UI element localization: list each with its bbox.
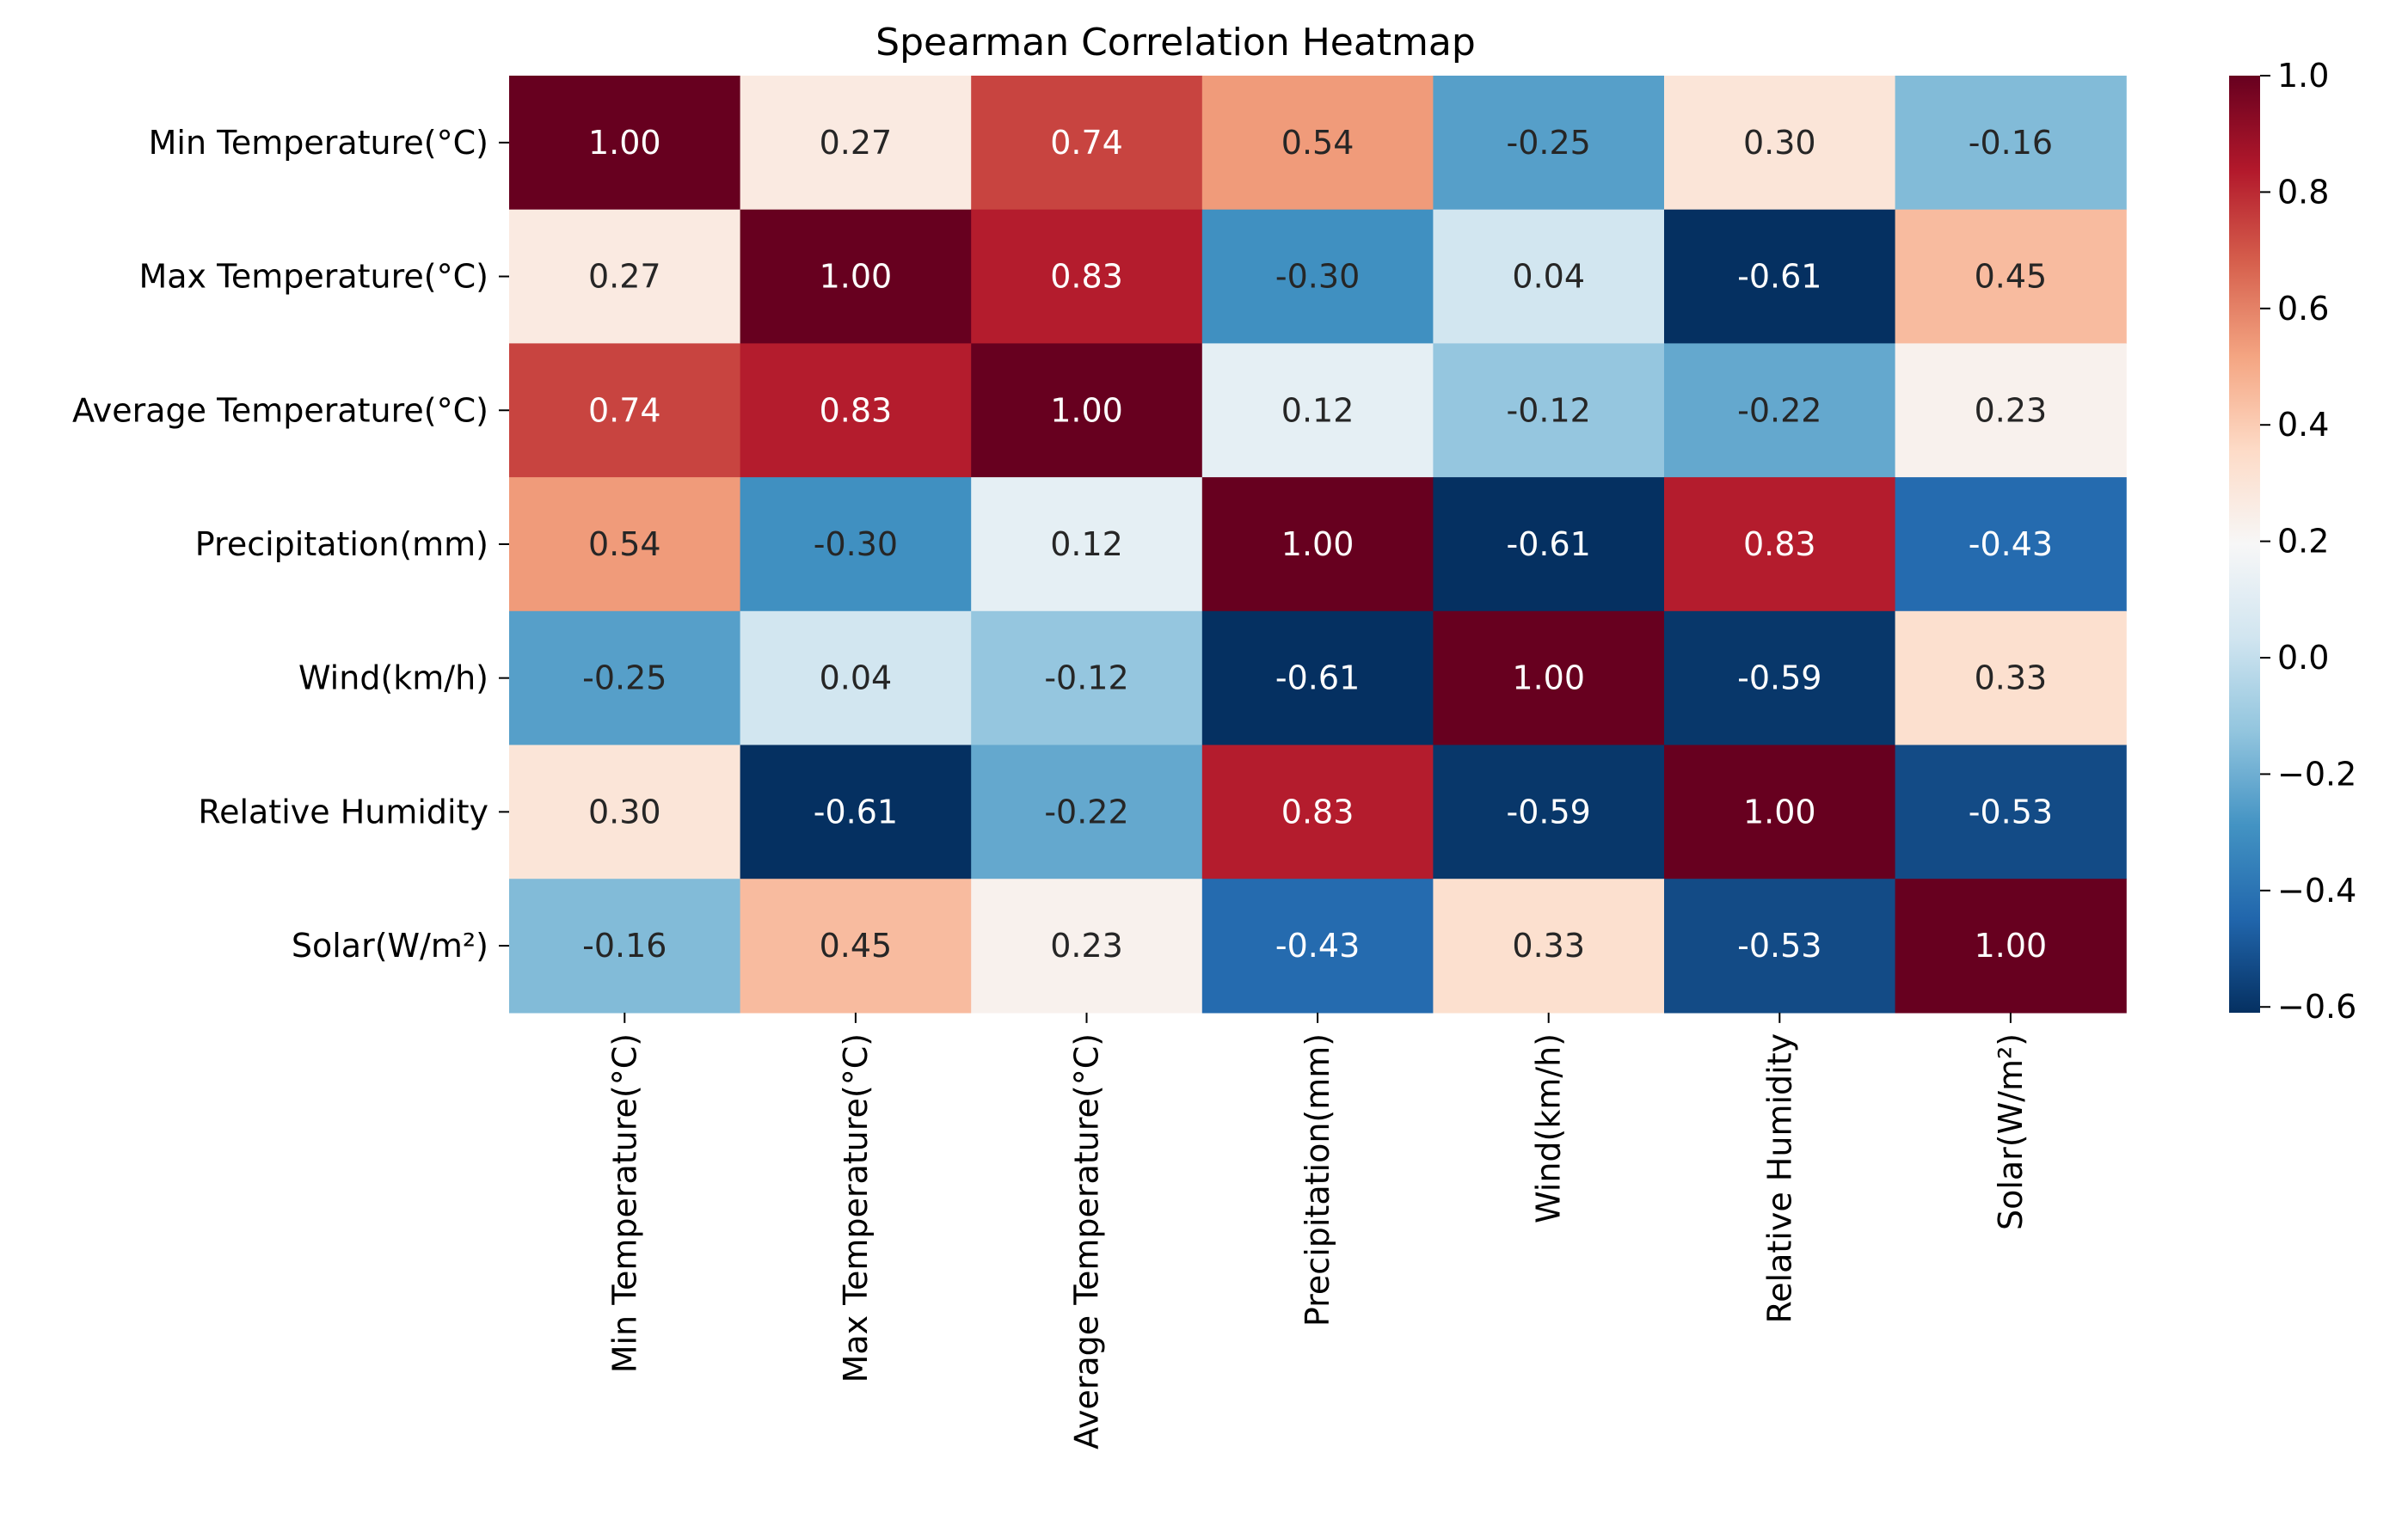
cell-value-label-r1-c2: 0.83 <box>1050 258 1123 296</box>
cell-value-label-r1-c5: -0.61 <box>1737 258 1821 296</box>
cell-value-label-r1-c1: 1.00 <box>820 258 893 296</box>
cell-value-label-r2-c3: 0.12 <box>1281 391 1354 429</box>
cell-value-label-r2-c6: 0.23 <box>1975 391 2048 429</box>
cell-value-label-r3-c3: 1.00 <box>1281 525 1354 563</box>
cell-value-label-r1-c3: -0.30 <box>1275 258 1360 296</box>
x-axis: Min Temperature(°C) Max Temperature(°C) Av… <box>605 1013 2030 1449</box>
cell-value-label-r6-c2: 0.23 <box>1050 927 1123 965</box>
cell-value-label-r0-c6: -0.16 <box>1969 124 2053 162</box>
cell-value-label-r4-c2: -0.12 <box>1044 659 1128 697</box>
cell-value-label-r5-c0: 0.30 <box>588 793 661 830</box>
cell-value-label-r5-c2: -0.22 <box>1044 793 1128 830</box>
cell-value-label-r4-c3: -0.61 <box>1275 659 1360 697</box>
cell-value-label-r0-c2: 0.74 <box>1050 124 1123 162</box>
y-tick-label-5: Relative Humidity <box>198 793 488 830</box>
cell-value-label-r0-c0: 1.00 <box>588 124 661 162</box>
cell-value-label-r3-c4: -0.61 <box>1507 525 1591 563</box>
cell-value-label-r2-c1: 0.83 <box>820 391 893 429</box>
cell-value-label-r0-c5: 0.30 <box>1743 124 1816 162</box>
colorbar-tick-label-4: 0.2 <box>2277 523 2329 561</box>
cell-value-label-r0-c3: 0.54 <box>1281 124 1354 162</box>
colorbar-gradient <box>2229 76 2260 1013</box>
cell-value-label-r5-c1: -0.61 <box>814 793 898 830</box>
cell-value-label-r0-c4: -0.25 <box>1507 124 1591 162</box>
colorbar-tick-label-1: 0.8 <box>2277 173 2329 211</box>
cell-value-label-r3-c1: -0.30 <box>814 525 898 563</box>
cell-value-label-r5-c4: -0.59 <box>1507 793 1591 830</box>
cell-value-label-r3-c0: 0.54 <box>588 525 661 563</box>
cell-value-label-r5-c3: 0.83 <box>1281 793 1354 830</box>
cell-value-label-r3-c6: -0.43 <box>1969 525 2053 563</box>
cell-value-label-r1-c4: 0.04 <box>1512 258 1585 296</box>
cell-value-label-r3-c2: 0.12 <box>1050 525 1123 563</box>
colorbar-tick-label-0: 1.0 <box>2277 57 2329 95</box>
x-tick-label-6: Solar(W/m²) <box>1992 1033 2030 1230</box>
y-tick-label-1: Max Temperature(°C) <box>138 258 488 296</box>
cell-value-label-r4-c6: 0.33 <box>1975 659 2048 697</box>
y-tick-label-0: Min Temperature(°C) <box>149 124 488 162</box>
colorbar: 1.0 0.8 0.6 0.4 0.2 0.0 −0.2 −0.4 −0.6 <box>2229 57 2356 1026</box>
cell-value-label-r1-c0: 0.27 <box>588 258 661 296</box>
colorbar-tick-label-5: 0.0 <box>2277 639 2329 677</box>
cell-value-label-r3-c5: 0.83 <box>1743 525 1816 563</box>
cell-value-label-r6-c3: -0.43 <box>1275 927 1360 965</box>
x-tick-label-2: Average Temperature(°C) <box>1068 1033 1106 1449</box>
cell-value-label-r5-c5: 1.00 <box>1743 793 1816 830</box>
cell-value-label-r4-c1: 0.04 <box>820 659 893 697</box>
cell-value-label-r4-c5: -0.59 <box>1737 659 1821 697</box>
x-tick-label-4: Wind(km/h) <box>1530 1033 1568 1223</box>
x-tick-label-0: Min Temperature(°C) <box>605 1033 643 1373</box>
x-tick-label-3: Precipitation(mm) <box>1299 1033 1336 1327</box>
cell-value-label-r6-c1: 0.45 <box>820 927 893 965</box>
cell-value-label-r6-c0: -0.16 <box>582 927 666 965</box>
colorbar-tick-label-8: −0.6 <box>2277 988 2356 1026</box>
cell-value-label-r1-c6: 0.45 <box>1975 258 2048 296</box>
cell-value-label-r5-c6: -0.53 <box>1969 793 2053 830</box>
colorbar-tick-label-2: 0.6 <box>2277 290 2329 328</box>
cell-value-label-r2-c5: -0.22 <box>1737 391 1821 429</box>
cell-value-label-r6-c4: 0.33 <box>1512 927 1585 965</box>
cell-value-label-r4-c0: -0.25 <box>582 659 666 697</box>
cell-value-label-r2-c0: 0.74 <box>588 391 661 429</box>
y-tick-label-2: Average Temperature(°C) <box>72 391 488 429</box>
cell-value-label-r6-c6: 1.00 <box>1975 927 2048 965</box>
cell-value-label-r6-c5: -0.53 <box>1737 927 1821 965</box>
y-tick-label-6: Solar(W/m²) <box>292 927 488 965</box>
colorbar-tick-label-6: −0.2 <box>2277 755 2356 793</box>
cell-value-label-r4-c4: 1.00 <box>1512 659 1585 697</box>
y-tick-label-3: Precipitation(mm) <box>195 525 488 563</box>
x-tick-label-1: Max Temperature(°C) <box>837 1033 875 1383</box>
x-tick-label-5: Relative Humidity <box>1760 1033 1798 1324</box>
cell-value-label-r0-c1: 0.27 <box>820 124 893 162</box>
cell-value-label-r2-c2: 1.00 <box>1050 391 1123 429</box>
colorbar-tick-label-7: −0.4 <box>2277 872 2356 910</box>
y-axis: Min Temperature(°C) Max Temperature(°C) Av… <box>72 124 509 965</box>
chart-title: Spearman Correlation Heatmap <box>875 21 1476 64</box>
cell-value-label-r2-c4: -0.12 <box>1507 391 1591 429</box>
y-tick-label-4: Wind(km/h) <box>298 659 488 697</box>
colorbar-tick-label-3: 0.4 <box>2277 406 2329 444</box>
